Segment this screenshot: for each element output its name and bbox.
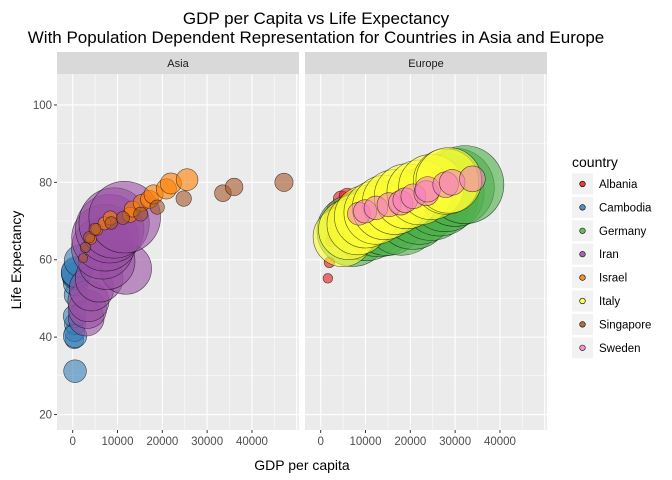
legend-swatch-singapore bbox=[579, 321, 586, 328]
points-asia bbox=[60, 168, 294, 383]
legend-swatch-cambodia bbox=[579, 204, 586, 211]
data-point-singapore bbox=[149, 199, 165, 215]
x-tick-label: 10000 bbox=[102, 436, 134, 448]
data-point-singapore bbox=[133, 206, 148, 222]
legend-swatch-israel bbox=[579, 274, 586, 281]
legend-swatch-italy bbox=[579, 297, 586, 305]
data-point-sweden bbox=[459, 165, 486, 193]
data-point-singapore bbox=[104, 216, 118, 230]
data-point-singapore bbox=[79, 241, 91, 253]
y-axis-title: Life Expectancy bbox=[8, 211, 24, 310]
data-point-singapore bbox=[116, 211, 130, 225]
legend-label-italy: Italy bbox=[599, 296, 620, 308]
panel-strip-europe bbox=[305, 52, 547, 74]
data-point-singapore bbox=[175, 190, 192, 207]
chart-title: GDP per Capita vs Life Expectancy bbox=[183, 9, 450, 28]
panel-strip-label-europe: Europe bbox=[408, 58, 443, 70]
legend-items: Albania Cambodia Germany Iran Israel Italy Sin… bbox=[572, 173, 652, 359]
data-point-singapore bbox=[78, 253, 88, 264]
data-point-albania bbox=[322, 273, 334, 284]
legend-label-sweden: Sweden bbox=[599, 343, 641, 355]
x-axis-title: GDP per capita bbox=[254, 457, 350, 473]
x-tick-label: 30000 bbox=[439, 436, 471, 448]
data-point-singapore bbox=[88, 222, 102, 236]
axes: 0 10000 20000 30000 40000 0 10000 20000 30000 400… bbox=[33, 100, 516, 448]
x-tick-label: 0 bbox=[69, 436, 75, 448]
y-tick-label: 100 bbox=[33, 100, 52, 112]
legend-swatch-albania bbox=[579, 180, 586, 188]
x-tick-label: 20000 bbox=[394, 436, 426, 448]
x-tick-label: 40000 bbox=[236, 436, 268, 448]
y-tick-label: 40 bbox=[39, 332, 52, 344]
data-point-singapore bbox=[225, 177, 244, 197]
legend-label-germany: Germany bbox=[599, 226, 647, 238]
y-tick-label: 60 bbox=[39, 255, 52, 267]
legend-swatch-sweden bbox=[579, 344, 586, 351]
data-point-cambodia bbox=[63, 359, 87, 383]
legend-title: country bbox=[572, 154, 618, 170]
legend-label-israel: Israel bbox=[599, 273, 627, 285]
panel-strip-label-asia: Asia bbox=[167, 58, 189, 70]
legend-label-cambodia: Cambodia bbox=[599, 202, 652, 214]
x-tick-label: 30000 bbox=[191, 436, 223, 448]
legend-label-albania: Albania bbox=[599, 179, 638, 191]
chart-subtitle: With Population Dependent Representation… bbox=[28, 28, 604, 47]
legend: country Albania Cambodia Germany Iran Israel… bbox=[572, 154, 652, 359]
x-tick-label: 0 bbox=[317, 436, 323, 448]
y-tick-label: 80 bbox=[39, 177, 52, 189]
legend-label-singapore: Singapore bbox=[599, 319, 651, 331]
x-tick-label: 10000 bbox=[350, 436, 382, 448]
legend-swatch-germany bbox=[579, 227, 586, 234]
panel-asia: Asia bbox=[57, 52, 299, 430]
points-europe bbox=[312, 145, 505, 284]
legend-label-iran: Iran bbox=[599, 249, 619, 261]
panel-europe: Europe bbox=[305, 52, 547, 430]
x-tick-label: 20000 bbox=[146, 436, 178, 448]
legend-swatch-iran bbox=[579, 251, 586, 258]
panel-strip-asia bbox=[57, 52, 299, 74]
data-point-israel bbox=[175, 168, 199, 191]
x-tick-label: 40000 bbox=[484, 436, 516, 448]
y-tick-label: 20 bbox=[39, 410, 52, 422]
data-point-singapore bbox=[274, 172, 294, 192]
